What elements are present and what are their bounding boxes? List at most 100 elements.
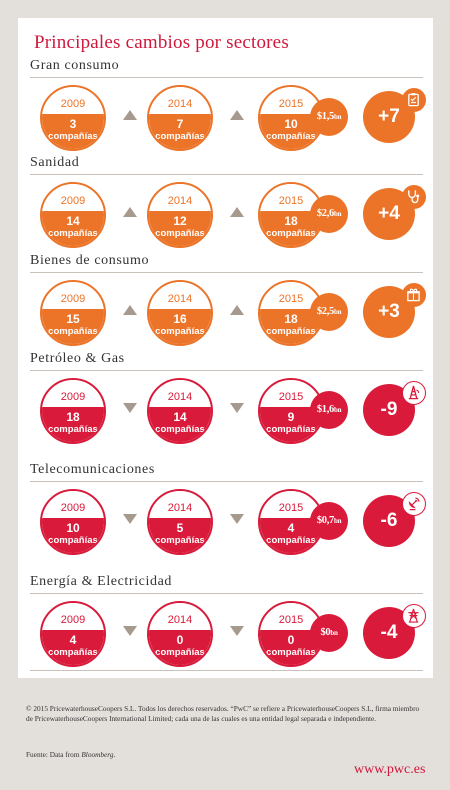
year-circle-2014: 2014 14 compañías bbox=[147, 378, 213, 444]
oil-rig-icon bbox=[402, 381, 426, 405]
value-unit: bn bbox=[334, 210, 342, 218]
year-circle-2009: 2009 3 compañías bbox=[40, 85, 106, 151]
sector-name: Petróleo & Gas bbox=[30, 351, 125, 366]
power-tower-icon bbox=[402, 604, 426, 628]
company-unit-label: compañías bbox=[266, 535, 316, 546]
company-count: 4 bbox=[287, 521, 295, 535]
sector-name: Bienes de consumo bbox=[30, 253, 150, 268]
arrow-down-icon bbox=[123, 514, 137, 524]
year-label: 2014 bbox=[149, 380, 211, 407]
sector-divider bbox=[30, 481, 423, 482]
value-bubble: $0bn bbox=[310, 614, 348, 652]
value-amount: $2,6 bbox=[316, 208, 334, 219]
arrow-up-icon bbox=[123, 207, 137, 217]
company-unit-label: compañías bbox=[48, 647, 98, 658]
sector-divider bbox=[30, 370, 423, 371]
gift-icon bbox=[402, 283, 426, 307]
company-unit-label: compañías bbox=[266, 326, 316, 337]
sector-divider bbox=[30, 174, 423, 175]
company-count: 14 bbox=[173, 410, 187, 424]
year-circle-2015: 2015 18 compañías bbox=[258, 280, 324, 346]
company-count: 15 bbox=[66, 312, 80, 326]
company-count-block: 5 compañías bbox=[149, 518, 211, 553]
arrow-up-icon bbox=[230, 110, 244, 120]
source-prefix: Fuente: Data from bbox=[26, 750, 82, 759]
company-unit-label: compañías bbox=[266, 228, 316, 239]
arrow-down-icon bbox=[123, 626, 137, 636]
year-label: 2014 bbox=[149, 282, 211, 309]
value-unit: bn bbox=[334, 113, 342, 121]
company-unit-label: compañías bbox=[266, 647, 316, 658]
company-count-block: 4 compañías bbox=[42, 630, 104, 665]
sector-name: Gran consumo bbox=[30, 58, 120, 73]
arrow-up-icon bbox=[123, 305, 137, 315]
company-unit-label: compañías bbox=[155, 228, 205, 239]
source-note: Fuente: Data from Bloomberg. bbox=[26, 750, 115, 759]
value-unit: bn bbox=[334, 406, 342, 414]
company-count: 10 bbox=[284, 117, 298, 131]
year-circle-2009: 2009 4 compañías bbox=[40, 601, 106, 667]
company-count-block: 18 compañías bbox=[42, 407, 104, 442]
source-name: Bloomberg bbox=[81, 750, 114, 759]
company-count: 18 bbox=[284, 312, 298, 326]
company-count: 14 bbox=[66, 214, 80, 228]
infographic-panel: Principales cambios por sectores Gran co… bbox=[18, 18, 433, 678]
year-label: 2014 bbox=[149, 603, 211, 630]
company-count: 9 bbox=[287, 410, 295, 424]
company-count: 5 bbox=[176, 521, 184, 535]
year-circle-2014: 2014 7 compañías bbox=[147, 85, 213, 151]
year-label: 2014 bbox=[149, 87, 211, 114]
page-title: Principales cambios por sectores bbox=[34, 32, 289, 53]
arrow-down-icon bbox=[123, 403, 137, 413]
year-label: 2009 bbox=[42, 603, 104, 630]
company-unit-label: compañías bbox=[155, 535, 205, 546]
company-count: 7 bbox=[176, 117, 184, 131]
company-count-block: 15 compañías bbox=[42, 309, 104, 344]
value-bubble: $1,5bn bbox=[310, 98, 348, 136]
website-link[interactable]: www.pwc.es bbox=[354, 762, 426, 777]
sector-divider bbox=[30, 272, 423, 273]
company-unit-label: compañías bbox=[48, 535, 98, 546]
year-circle-2014: 2014 12 compañías bbox=[147, 182, 213, 248]
company-count-block: 14 compañías bbox=[42, 211, 104, 246]
year-label: 2009 bbox=[42, 87, 104, 114]
company-count: 0 bbox=[176, 633, 184, 647]
value-amount: $1,6 bbox=[316, 404, 334, 415]
company-unit-label: compañías bbox=[155, 131, 205, 142]
company-count: 3 bbox=[69, 117, 77, 131]
year-circle-2009: 2009 18 compañías bbox=[40, 378, 106, 444]
value-amount: $1,5 bbox=[316, 111, 334, 122]
value-bubble: $2,5bn bbox=[310, 293, 348, 331]
value-unit: bn bbox=[334, 517, 342, 525]
company-unit-label: compañías bbox=[155, 647, 205, 658]
copyright-notice: © 2015 PricewaterhouseCoopers S.L. Todos… bbox=[26, 704, 420, 723]
company-count-block: 7 compañías bbox=[149, 114, 211, 149]
arrow-down-icon bbox=[230, 514, 244, 524]
value-amount: $2,5 bbox=[316, 306, 334, 317]
company-count: 10 bbox=[66, 521, 80, 535]
year-circle-2014: 2014 0 compañías bbox=[147, 601, 213, 667]
stethoscope-icon bbox=[402, 185, 426, 209]
sector-name: Energía & Electricidad bbox=[30, 574, 172, 589]
year-circle-2009: 2009 10 compañías bbox=[40, 489, 106, 555]
sector-divider-bottom bbox=[30, 670, 423, 671]
company-unit-label: compañías bbox=[48, 131, 98, 142]
value-unit: bn bbox=[330, 629, 338, 637]
company-count-block: 14 compañías bbox=[149, 407, 211, 442]
value-bubble: $2,6bn bbox=[310, 195, 348, 233]
year-circle-2009: 2009 15 compañías bbox=[40, 280, 106, 346]
company-unit-label: compañías bbox=[155, 326, 205, 337]
year-label: 2014 bbox=[149, 184, 211, 211]
company-count: 18 bbox=[284, 214, 298, 228]
year-circle-2014: 2014 5 compañías bbox=[147, 489, 213, 555]
arrow-up-icon bbox=[230, 207, 244, 217]
company-count-block: 3 compañías bbox=[42, 114, 104, 149]
source-suffix: . bbox=[113, 750, 116, 759]
sector-divider bbox=[30, 593, 423, 594]
clipboard-icon bbox=[402, 88, 426, 112]
value-amount: $0,7 bbox=[316, 515, 334, 526]
arrow-up-icon bbox=[123, 110, 137, 120]
year-label: 2014 bbox=[149, 491, 211, 518]
year-circle-2009: 2009 14 compañías bbox=[40, 182, 106, 248]
company-unit-label: compañías bbox=[48, 228, 98, 239]
